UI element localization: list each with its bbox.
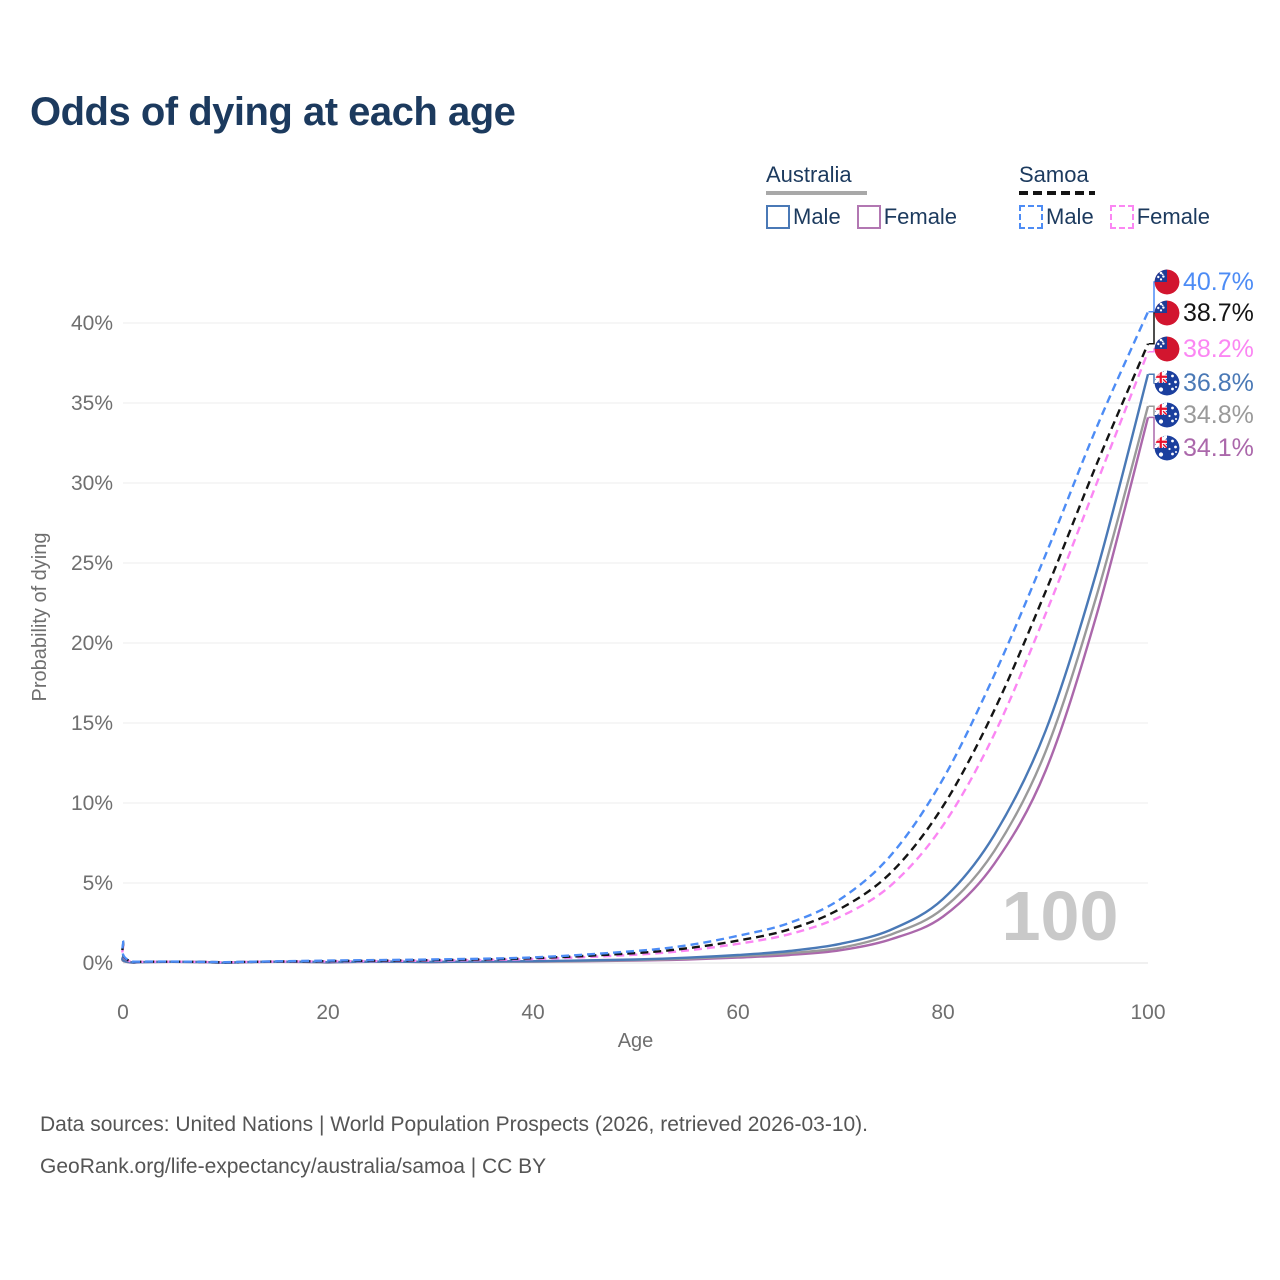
y-tick-label: 15% <box>71 712 113 735</box>
y-tick-label: 20% <box>71 632 113 655</box>
series-line-australia-male <box>121 373 1150 965</box>
legend-checkbox-samoa-female[interactable] <box>1109 205 1134 229</box>
series-line-samoa-total <box>121 343 1150 964</box>
end-label-samoa-female: 38.2% <box>1183 335 1254 363</box>
y-tick-label: 25% <box>71 552 113 575</box>
y-tick-label: 10% <box>71 792 113 815</box>
series-line-samoa-female <box>121 351 1150 964</box>
series-line-samoa-male <box>121 311 1150 964</box>
legend-label-samoa-male: Male <box>1046 204 1094 229</box>
y-tick-label: 5% <box>83 872 113 895</box>
legend-underline-samoa-dashed <box>1019 191 1095 195</box>
footer: Data sources: United Nations | World Pop… <box>40 1104 868 1188</box>
legend-underline-australia-solid <box>766 191 867 195</box>
series-line-australia-total <box>121 405 1150 965</box>
y-tick-label: 35% <box>71 392 113 415</box>
x-tick-label: 0 <box>117 1001 129 1024</box>
legend-group-samoa: Samoa Male Female <box>1019 162 1210 230</box>
end-label-samoa-male: 40.7% <box>1183 268 1254 296</box>
australia-flag-icon <box>1154 435 1180 461</box>
legend-item-australia-female[interactable]: Female <box>856 204 958 230</box>
series-line-australia-female <box>121 417 1150 965</box>
legend-item-samoa-female[interactable]: Female <box>1109 204 1211 230</box>
page-title: Odds of dying at each age <box>30 90 516 134</box>
end-label-australia-male: 36.8% <box>1183 369 1254 397</box>
legend-group-title-samoa: Samoa <box>1019 162 1089 187</box>
legend-group-australia: Australia Male Female <box>766 162 957 230</box>
y-tick-label: 30% <box>71 472 113 495</box>
samoa-flag-icon <box>1154 300 1180 326</box>
legend-label-australia-male: Male <box>793 204 841 229</box>
end-label-australia-total: 34.8% <box>1183 401 1254 429</box>
x-tick-label: 40 <box>521 1001 544 1024</box>
x-axis-title: Age <box>618 1030 654 1052</box>
legend-label-australia-female: Female <box>883 204 958 229</box>
legend-checkbox-samoa-male[interactable] <box>1019 205 1043 229</box>
y-tick-label: 40% <box>71 312 113 335</box>
samoa-flag-icon <box>1154 336 1180 362</box>
australia-flag-icon <box>1154 402 1180 428</box>
y-tick-label: 0% <box>83 952 113 975</box>
x-tick-label: 100 <box>1130 1001 1165 1024</box>
age-watermark: 100 <box>1002 877 1119 955</box>
legend-checkbox-australia-female[interactable] <box>856 205 881 229</box>
x-tick-label: 60 <box>726 1001 749 1024</box>
legend-checkbox-australia-male[interactable] <box>766 205 790 229</box>
end-label-australia-female: 34.1% <box>1183 434 1254 462</box>
legend-label-samoa-female: Female <box>1136 204 1211 229</box>
legend-group-title-australia: Australia <box>766 162 852 187</box>
australia-flag-icon <box>1154 370 1180 396</box>
end-label-samoa-total: 38.7% <box>1183 299 1254 327</box>
footer-attribution: GeoRank.org/life-expectancy/australia/sa… <box>40 1155 547 1178</box>
y-axis-title: Probability of dying <box>29 533 51 702</box>
legend-item-australia-male[interactable]: Male <box>766 204 841 230</box>
samoa-flag-icon <box>1154 269 1180 295</box>
legend-item-samoa-male[interactable]: Male <box>1019 204 1094 230</box>
footer-data-sources: Data sources: United Nations | World Pop… <box>40 1113 869 1136</box>
x-tick-label: 80 <box>931 1001 954 1024</box>
x-tick-label: 20 <box>316 1001 339 1024</box>
